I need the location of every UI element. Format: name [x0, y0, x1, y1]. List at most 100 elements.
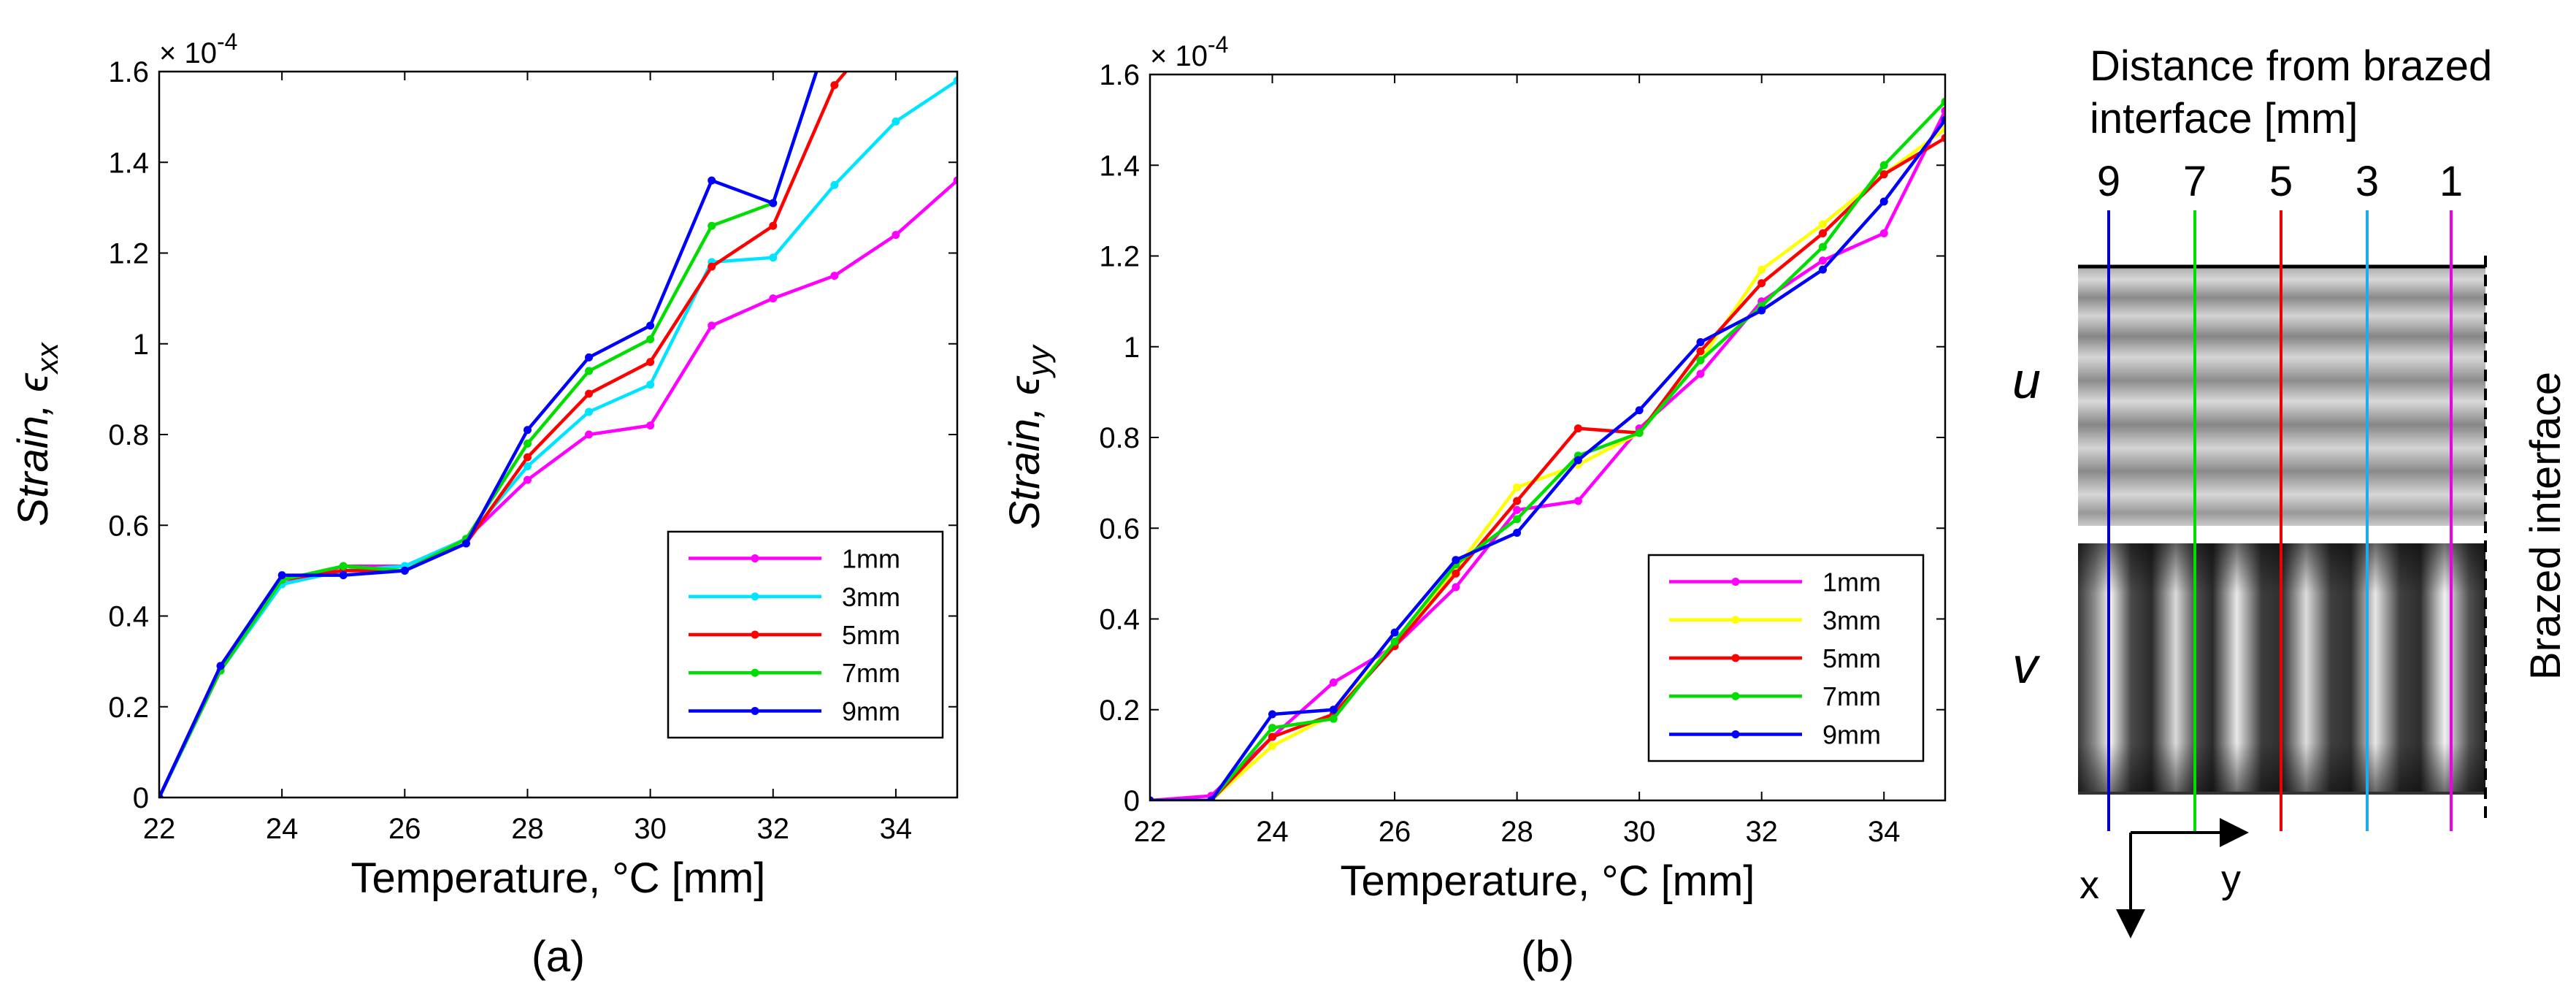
- axis-x-label: x: [2079, 863, 2099, 907]
- y-tick-label: 1.6: [1099, 59, 1140, 91]
- x-tick-label: 34: [880, 813, 913, 845]
- data-point-5mm: [1879, 170, 1888, 179]
- legend-marker-9mm: [1731, 730, 1740, 738]
- chart-panel-b: 22 24 26 28 30 32 34 0 0.2 0.4 0.6 0.8 1 1.2 1.4 1.6 × 1…: [1001, 31, 1947, 981]
- series-line-9mm: [1150, 118, 1945, 800]
- legend-label-9mm: 9mm: [1822, 719, 1881, 749]
- y-exponent-label: × 10-4: [159, 28, 237, 69]
- y-exponent-power: -4: [217, 28, 237, 55]
- data-point-7mm: [523, 439, 532, 448]
- y-tick-label: 0: [1124, 785, 1140, 817]
- data-point-9mm: [1635, 406, 1644, 415]
- legend: 1mm 3mm 5mm 7mm 9mm: [667, 530, 944, 739]
- data-point-7mm: [1818, 242, 1827, 251]
- series-line-7mm: [1150, 100, 1945, 800]
- data-point-3mm: [830, 180, 839, 189]
- fringe-panel: Distance from brazed interface [mm] 9 7 5 3…: [2012, 42, 2569, 938]
- data-point-7mm: [830, 13, 838, 21]
- legend-marker-5mm: [751, 630, 759, 639]
- legend-marker-7mm: [751, 668, 759, 677]
- data-point-3mm: [585, 408, 594, 416]
- data-point-7mm: [1513, 515, 1522, 524]
- distance-label-9: 9: [2097, 158, 2120, 205]
- series-9mm: [1150, 115, 1945, 800]
- y-tick-label: 1.6: [108, 56, 149, 88]
- data-point-9mm: [1268, 710, 1277, 719]
- data-point-9mm: [277, 571, 286, 580]
- data-point-9mm: [1452, 556, 1460, 565]
- x-tick-label: 34: [1868, 816, 1901, 848]
- data-point-9mm: [830, 13, 838, 21]
- data-point-9mm: [1390, 628, 1399, 637]
- legend-label-7mm: 7mm: [842, 658, 900, 688]
- legend-label-7mm: 7mm: [1822, 681, 1881, 711]
- data-point-3mm: [769, 253, 778, 262]
- y-tick-label: 1.4: [1099, 150, 1140, 182]
- data-point-1mm: [1818, 256, 1827, 265]
- data-point-1mm: [523, 475, 532, 484]
- data-point-1mm: [1941, 107, 1945, 115]
- legend-label-9mm: 9mm: [842, 696, 900, 726]
- data-point-3mm: [953, 76, 957, 85]
- data-point-7mm: [646, 335, 655, 344]
- y-tick-label: 0.6: [1099, 513, 1140, 545]
- data-point-5mm: [1513, 497, 1522, 505]
- y-tick-label: 0.6: [108, 510, 149, 542]
- data-point-1mm: [708, 321, 716, 330]
- legend-marker-1mm: [1731, 578, 1740, 586]
- data-point-5mm: [585, 389, 594, 398]
- legend-label-3mm: 3mm: [842, 582, 900, 612]
- data-point-3mm: [523, 462, 532, 470]
- y-tick-label: 1.2: [108, 238, 149, 270]
- data-point-5mm: [769, 221, 778, 230]
- distance-label-3: 3: [2355, 158, 2379, 205]
- x-tick-label: 30: [1623, 816, 1656, 848]
- data-point-3mm: [1513, 483, 1522, 492]
- data-point-7mm: [1635, 429, 1644, 437]
- data-point-1mm: [769, 294, 778, 303]
- data-point-1mm: [1573, 497, 1582, 505]
- y-axis-label-subscript: xx: [30, 341, 64, 375]
- data-point-5mm: [646, 358, 655, 367]
- chart-panel-a: 22 24 26 28 30 32 34 0 0.2 0.4 0.6 0.8 1 1.2 1.4 1.6 × 1…: [9, 13, 959, 981]
- legend-marker-9mm: [751, 706, 759, 715]
- data-point-3mm: [1757, 265, 1766, 274]
- x-tick-label: 28: [1500, 816, 1533, 848]
- data-point-7mm: [708, 221, 716, 230]
- y-axis-label-subscript: yy: [1021, 343, 1056, 378]
- data-point-7mm: [1879, 161, 1888, 169]
- data-point-5mm: [861, 45, 869, 53]
- series-line-3mm: [159, 79, 957, 798]
- distance-lines: [2107, 210, 2453, 831]
- brazed-interface-label: Brazed interface: [2522, 372, 2569, 680]
- y-exponent-label: × 10-4: [1150, 31, 1228, 72]
- distance-label-7: 7: [2183, 158, 2207, 205]
- data-point-5mm: [1818, 229, 1827, 237]
- y-tick-label: 1: [1124, 332, 1140, 364]
- x-tick-label: 32: [757, 813, 790, 845]
- data-point-9mm: [1573, 456, 1582, 464]
- panel-label: (a): [532, 932, 585, 981]
- data-point-9mm: [461, 539, 470, 548]
- x-tick-label: 26: [388, 813, 421, 845]
- data-point-5mm: [1941, 134, 1945, 142]
- legend-marker-7mm: [1731, 692, 1740, 700]
- data-point-9mm: [1879, 197, 1888, 206]
- y-tick-label: 0: [133, 782, 149, 814]
- y-tick-label: 0.8: [108, 419, 149, 451]
- data-point-1mm: [1329, 678, 1338, 687]
- data-point-1mm: [1452, 583, 1460, 592]
- legend-marker-3mm: [751, 592, 759, 601]
- distance-labels: 9 7 5 3 1: [2097, 158, 2463, 205]
- y-tick-label: 0.4: [108, 601, 149, 633]
- panel-label: (b): [1521, 932, 1574, 981]
- data-point-7mm: [1329, 714, 1338, 723]
- data-point-9mm: [708, 176, 716, 185]
- x-tick-label: 32: [1745, 816, 1778, 848]
- x-tick-label: 22: [143, 813, 176, 845]
- data-point-9mm: [339, 571, 348, 580]
- series-5mm: [1150, 134, 1945, 800]
- data-point-9mm: [523, 426, 532, 435]
- series-line-5mm: [1150, 137, 1945, 800]
